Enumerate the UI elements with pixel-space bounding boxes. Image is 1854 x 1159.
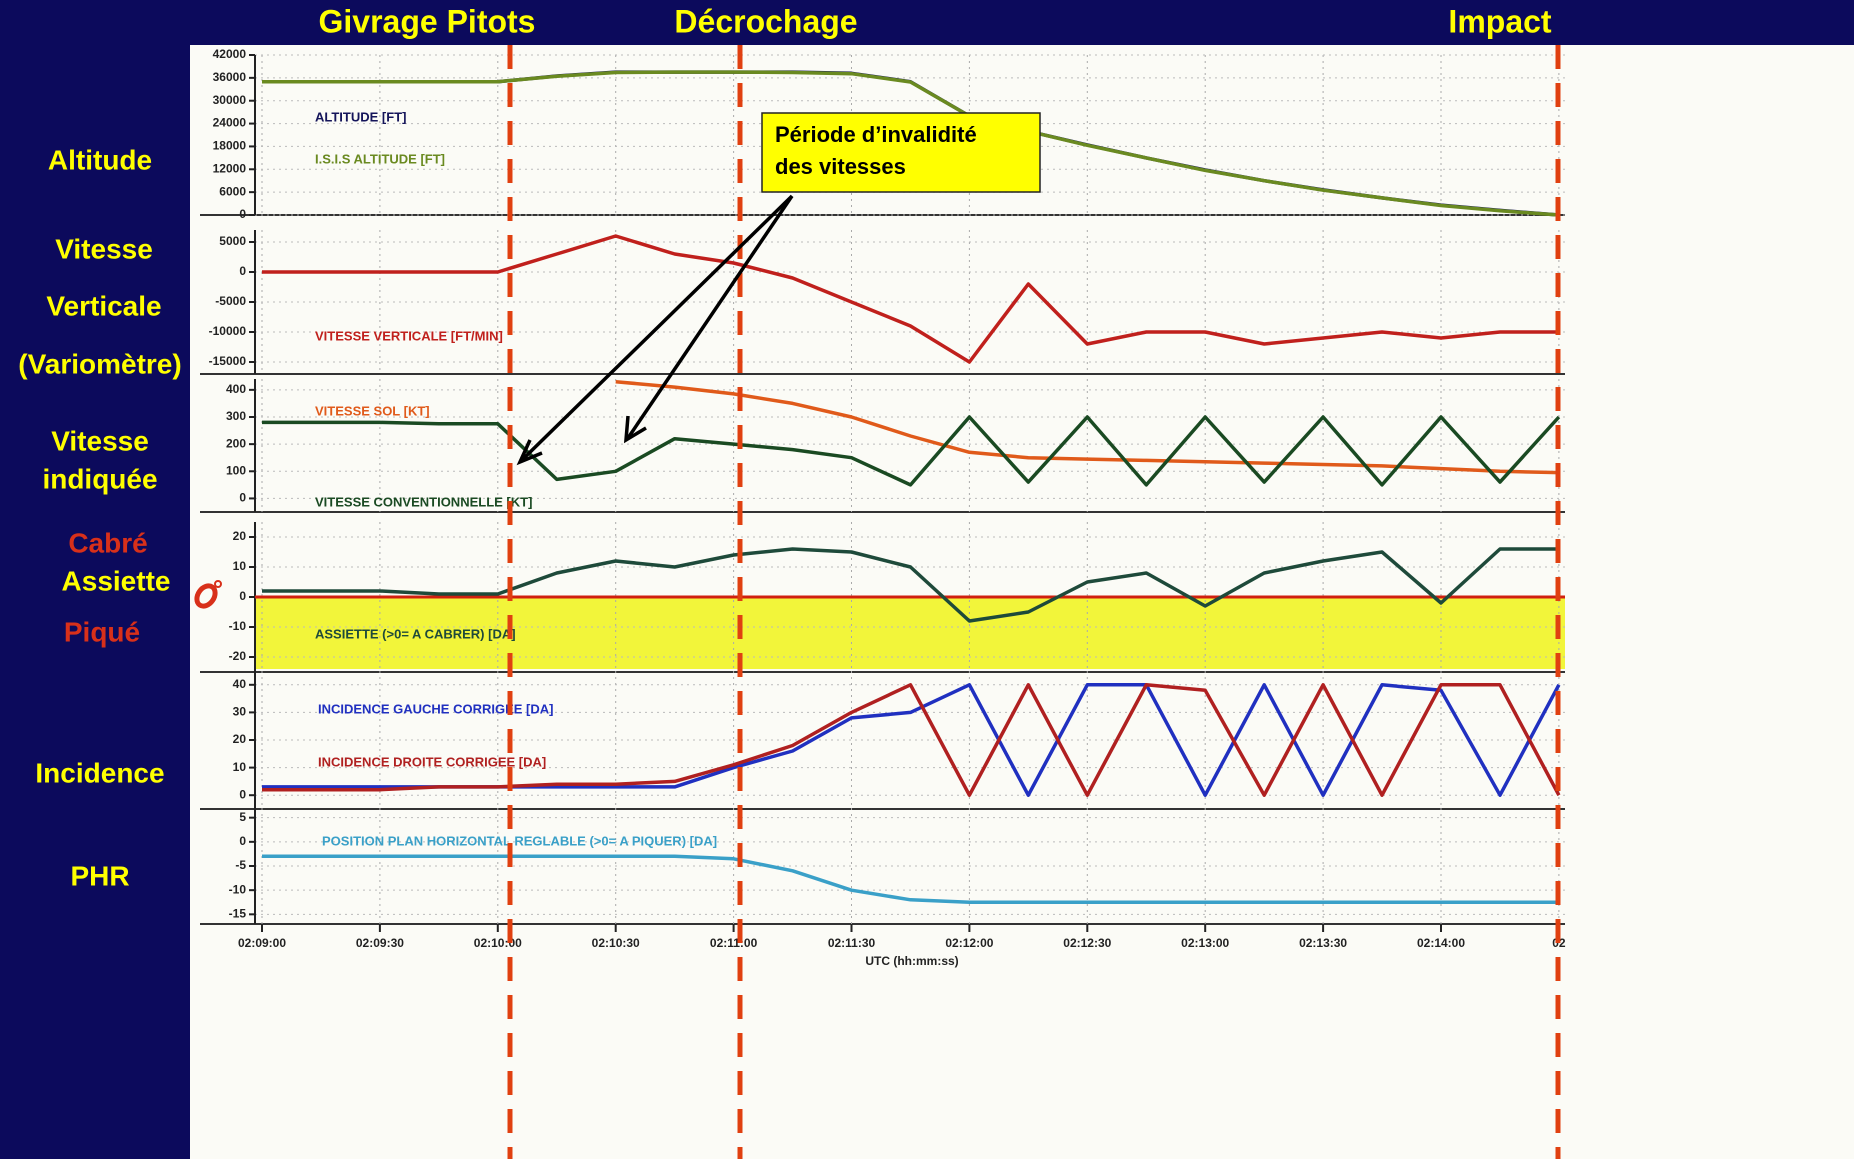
arrow-head <box>623 415 647 444</box>
zero-symbol <box>214 580 222 588</box>
arrow <box>520 194 794 462</box>
data-line <box>262 683 1561 797</box>
side-label: Verticale <box>46 290 161 321</box>
y-tick-label: -10 <box>229 619 247 633</box>
y-tick-label: 0 <box>239 264 246 278</box>
arrow <box>626 195 794 439</box>
data-line <box>262 854 1559 905</box>
side-label: Cabré <box>68 527 147 558</box>
y-tick-label: -5 <box>235 858 246 872</box>
y-tick-label: -20 <box>229 649 247 663</box>
y-tick-label: -10 <box>229 882 247 896</box>
y-tick-label: 42000 <box>213 47 247 61</box>
y-tick-label: 400 <box>226 382 246 396</box>
y-tick-label: 0 <box>239 787 246 801</box>
y-tick-label: 0 <box>239 207 246 221</box>
data-line <box>262 547 1559 623</box>
data-line <box>262 234 1559 364</box>
x-tick-label: 02:10:00 <box>474 936 522 950</box>
event-lines <box>507 45 1561 1159</box>
y-tick-label: -15 <box>229 907 247 921</box>
y-tick-label: 20 <box>233 529 247 543</box>
x-tick-label: 02:13:30 <box>1299 936 1347 950</box>
y-tick-label: 200 <box>226 436 246 450</box>
y-tick-label: -5000 <box>215 294 246 308</box>
y-tick-label: -15000 <box>209 354 247 368</box>
y-tick-label: 6000 <box>219 184 246 198</box>
x-tick-label: 02:14:00 <box>1417 936 1465 950</box>
series-label: INCIDENCE DROITE CORRIGEE [DA] <box>318 754 546 769</box>
y-tick-label: 30 <box>233 705 247 719</box>
series-label: INCIDENCE GAUCHE CORRIGEE [DA] <box>318 701 553 716</box>
data-line <box>615 379 1559 475</box>
series-label: VITESSE CONVENTIONNELLE [KT] <box>315 494 532 509</box>
x-tick-label: 02:12:00 <box>945 936 993 950</box>
y-tick-label: -10000 <box>209 324 247 338</box>
x-tick-label: 02:12:30 <box>1063 936 1111 950</box>
y-tick-label: 12000 <box>213 161 247 175</box>
side-label: Vitesse <box>51 425 149 456</box>
x-tick-label: 02:09:00 <box>238 936 286 950</box>
callout-arrows <box>516 194 794 466</box>
series-label: ASSIETTE (>0= A CABRER) [DA] <box>315 626 516 641</box>
y-tick-label: 24000 <box>213 116 247 130</box>
arrow-head <box>516 439 543 466</box>
y-tick-label: 40 <box>233 677 247 691</box>
x-tick-label: 02:11:30 <box>828 936 876 950</box>
y-tick-label: 20 <box>233 732 247 746</box>
series-label: VITESSE VERTICALE [FT/MIN] <box>315 328 503 343</box>
y-tick-label: 30000 <box>213 93 247 107</box>
y-tick-label: 5000 <box>219 234 246 248</box>
y-tick-label: 0 <box>239 589 246 603</box>
x-axis-title: UTC (hh:mm:ss) <box>865 954 958 968</box>
x-tick-label: 02:10:30 <box>592 936 640 950</box>
side-label: PHR <box>70 860 129 891</box>
side-label: indiquée <box>42 463 157 494</box>
callout-text: Période d’invalidité <box>775 122 977 147</box>
callout-text: des vitesses <box>775 154 906 179</box>
zero-symbol <box>194 583 218 609</box>
side-label: Incidence <box>35 757 164 788</box>
callout-box <box>761 112 1041 193</box>
x-tick-label: 02:09:30 <box>356 936 404 950</box>
event-label: Impact <box>1448 3 1551 39</box>
y-tick-label: 0 <box>239 491 246 505</box>
y-tick-label: 36000 <box>213 70 247 84</box>
event-label: Décrochage <box>674 3 857 39</box>
y-tick-label: 100 <box>226 463 246 477</box>
data-line <box>262 70 1560 217</box>
data-line <box>262 415 1561 487</box>
side-label: (Variomètre) <box>18 348 181 379</box>
event-label: Givrage Pitots <box>319 3 536 39</box>
side-label: Assiette <box>62 565 171 596</box>
x-tick-label: 02:11:00 <box>710 936 758 950</box>
y-tick-label: 300 <box>226 409 246 423</box>
series-label: VITESSE SOL [KT] <box>315 403 430 418</box>
side-label: Piqué <box>64 616 140 647</box>
series-label: I.S.I.S ALTITUDE [FT] <box>315 151 445 166</box>
series-label: ALTITUDE [FT] <box>315 109 406 124</box>
series-label: POSITION PLAN HORIZONTAL REGLABLE (>0= A… <box>322 833 717 848</box>
side-label: Altitude <box>48 144 152 175</box>
x-tick-label: 02:13:00 <box>1181 936 1229 950</box>
y-tick-label: 0 <box>239 834 246 848</box>
y-tick-label: 10 <box>233 760 247 774</box>
y-tick-label: 10 <box>233 559 247 573</box>
y-tick-label: 18000 <box>213 139 247 153</box>
y-tick-label: 5 <box>239 810 246 824</box>
side-label: Vitesse <box>55 233 153 264</box>
